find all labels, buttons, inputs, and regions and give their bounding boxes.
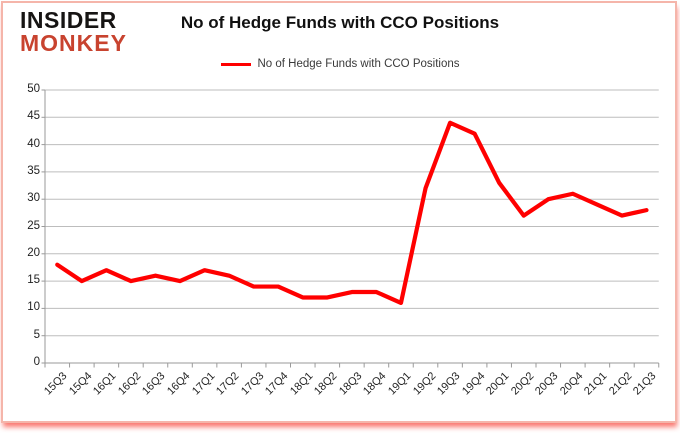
y-axis-tick-label: 45 [27,110,40,123]
y-axis-tick-label: 40 [27,137,40,150]
y-axis-tick-label: 35 [27,164,40,177]
logo-text-insider: INSIDER [20,7,117,33]
y-axis-tick-label: 25 [27,219,40,232]
chart-title: No of Hedge Funds with CCO Positions [180,13,500,32]
y-axis-tick-label: 5 [33,328,40,341]
legend-line-swatch [220,62,251,66]
y-axis-tick-label: 15 [27,274,40,287]
chart-legend: No of Hedge Funds with CCO Positions [0,58,680,70]
y-axis-tick-label: 50 [27,83,40,95]
y-axis-tick-label: 0 [33,356,40,368]
y-axis-tick-label: 20 [27,246,40,259]
y-axis-tick-label: 10 [27,301,40,314]
legend-series-label: No of Hedge Funds with CCO Positions [257,58,460,70]
series-line [55,120,649,306]
chart-card [1,1,677,423]
y-axis-tick-label: 30 [27,192,40,205]
logo-text-monkey: MONKEY [20,29,127,56]
insider-monkey-logo: INSIDER MONKEY [20,9,127,54]
